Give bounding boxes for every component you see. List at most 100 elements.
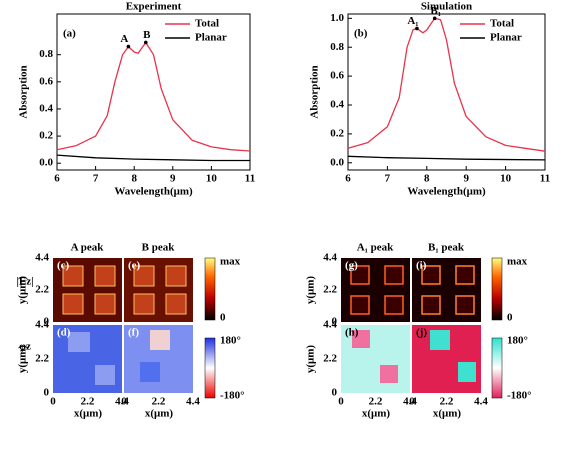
- x-tick-label: 9: [170, 173, 176, 185]
- y-tick-label: 2.2: [323, 353, 337, 365]
- y-tick-label: 0.6: [39, 75, 53, 87]
- y-tick-label: 0: [332, 316, 338, 328]
- scale-label: 180°: [507, 335, 528, 347]
- y-axis-label: Absorption: [309, 65, 321, 118]
- annotation-point: [432, 16, 437, 21]
- x-tick-label: 4.4: [403, 396, 417, 408]
- legend-label: Total: [490, 18, 514, 30]
- panel-label: (c): [57, 260, 70, 272]
- x-axis-label: x(μm): [362, 408, 391, 420]
- x-tick-label: 0: [121, 396, 127, 408]
- field-maps-right: [341, 257, 503, 399]
- legend-label: Planar: [195, 32, 227, 44]
- scale-label: 0: [507, 312, 513, 324]
- column-header: B peak: [142, 242, 176, 254]
- y-tick-label: 0.6: [330, 70, 344, 82]
- scale-label: 180°: [220, 335, 241, 347]
- y-tick-label: 4.4: [35, 252, 49, 264]
- x-tick-label: 4.4: [474, 396, 488, 408]
- x-tick-label: 0: [50, 396, 56, 408]
- plot-frame: [347, 13, 546, 171]
- scale-label: max: [220, 256, 241, 268]
- panel-label: (f): [128, 327, 139, 339]
- panel-label: (g): [345, 260, 358, 272]
- y-tick-label: 0: [332, 387, 338, 399]
- y-tick-label: 4.4: [323, 252, 337, 264]
- scale-label: 0: [220, 312, 226, 324]
- y-tick-label: 2.2: [35, 284, 49, 296]
- x-tick-label: 0: [338, 396, 344, 408]
- x-axis-label: Wavelength(μm): [407, 186, 486, 198]
- series-line: [56, 154, 250, 162]
- scale-label: max: [507, 256, 528, 268]
- field-maps-left: [53, 257, 216, 399]
- y-tick-label: 0.0: [39, 157, 53, 169]
- y-axis-label: y(μm): [17, 345, 29, 374]
- y-axis-label: Absorption: [18, 65, 30, 118]
- y-tick-label: 0.0: [330, 156, 344, 168]
- x-tick-label: 2.2: [369, 396, 383, 408]
- chart-title: Experiment: [126, 1, 182, 13]
- column-header: A₁ peak: [357, 242, 394, 254]
- panel-label: (b): [354, 28, 368, 40]
- annotation-point: [143, 40, 148, 45]
- x-tick-label: 4.4: [115, 396, 129, 408]
- column-header: A peak: [71, 242, 105, 254]
- x-tick-label: 6: [54, 173, 60, 185]
- row-label: |Ez|: [16, 276, 33, 288]
- annotation: B: [143, 29, 151, 41]
- annotation: A₁: [407, 15, 418, 27]
- x-axis-label: x(μm): [145, 408, 174, 420]
- legend-label: Planar: [490, 32, 522, 44]
- panel-label: (i): [416, 260, 427, 272]
- x-axis-label: x(μm): [433, 408, 462, 420]
- x-tick-label: 8: [424, 173, 430, 185]
- x-tick-label: 4.4: [186, 396, 200, 408]
- x-tick-label: 10: [206, 173, 218, 185]
- plot-frame: [56, 13, 251, 171]
- panel-label: (j): [416, 327, 427, 339]
- y-tick-label: 1.0: [330, 12, 344, 24]
- series-line: [347, 155, 546, 161]
- y-tick-label: 0.8: [39, 48, 53, 60]
- y-tick-label: 0.8: [330, 41, 344, 53]
- y-tick-label: 0.4: [39, 102, 53, 114]
- chart-title: Simulation: [421, 1, 472, 13]
- y-tick-label: 2.2: [323, 284, 337, 296]
- x-tick-label: 2.2: [81, 396, 95, 408]
- x-tick-label: 9: [463, 173, 469, 185]
- panel-label: (a): [63, 28, 76, 40]
- x-tick-label: 2.2: [152, 396, 166, 408]
- x-tick-label: 8: [131, 173, 137, 185]
- y-axis-label: y(μm): [305, 276, 317, 305]
- y-tick-label: 4.4: [35, 319, 49, 331]
- x-tick-label: 7: [93, 173, 99, 185]
- x-tick-label: 11: [245, 173, 255, 185]
- panel-label: (d): [57, 327, 71, 339]
- y-tick-label: 0: [44, 316, 50, 328]
- scale-label: -180°: [220, 390, 245, 402]
- x-tick-label: 2.2: [440, 396, 454, 408]
- annotation-point: [415, 26, 419, 31]
- panel-label: (e): [128, 260, 141, 272]
- legend-label: Total: [195, 18, 219, 30]
- y-tick-label: 4.4: [323, 319, 337, 331]
- panel-label: (h): [345, 327, 359, 339]
- annotation-point: [126, 44, 131, 49]
- row-label: φz: [19, 341, 31, 353]
- series-line: [347, 17, 546, 152]
- y-axis-label: y(μm): [305, 345, 317, 374]
- x-tick-label: 6: [345, 173, 351, 185]
- y-tick-label: 2.2: [35, 353, 49, 365]
- y-axis-label: y(μm): [17, 276, 29, 305]
- scale-label: -180°: [507, 390, 532, 402]
- y-tick-label: 0.2: [330, 127, 344, 139]
- x-tick-label: 11: [540, 173, 550, 185]
- column-header: B₁ peak: [428, 242, 465, 254]
- x-axis-label: Wavelength(μm): [114, 186, 193, 198]
- annotation: B₁: [430, 5, 441, 17]
- series-line: [56, 41, 251, 152]
- x-tick-label: 7: [385, 173, 391, 185]
- x-tick-label: 0: [409, 396, 415, 408]
